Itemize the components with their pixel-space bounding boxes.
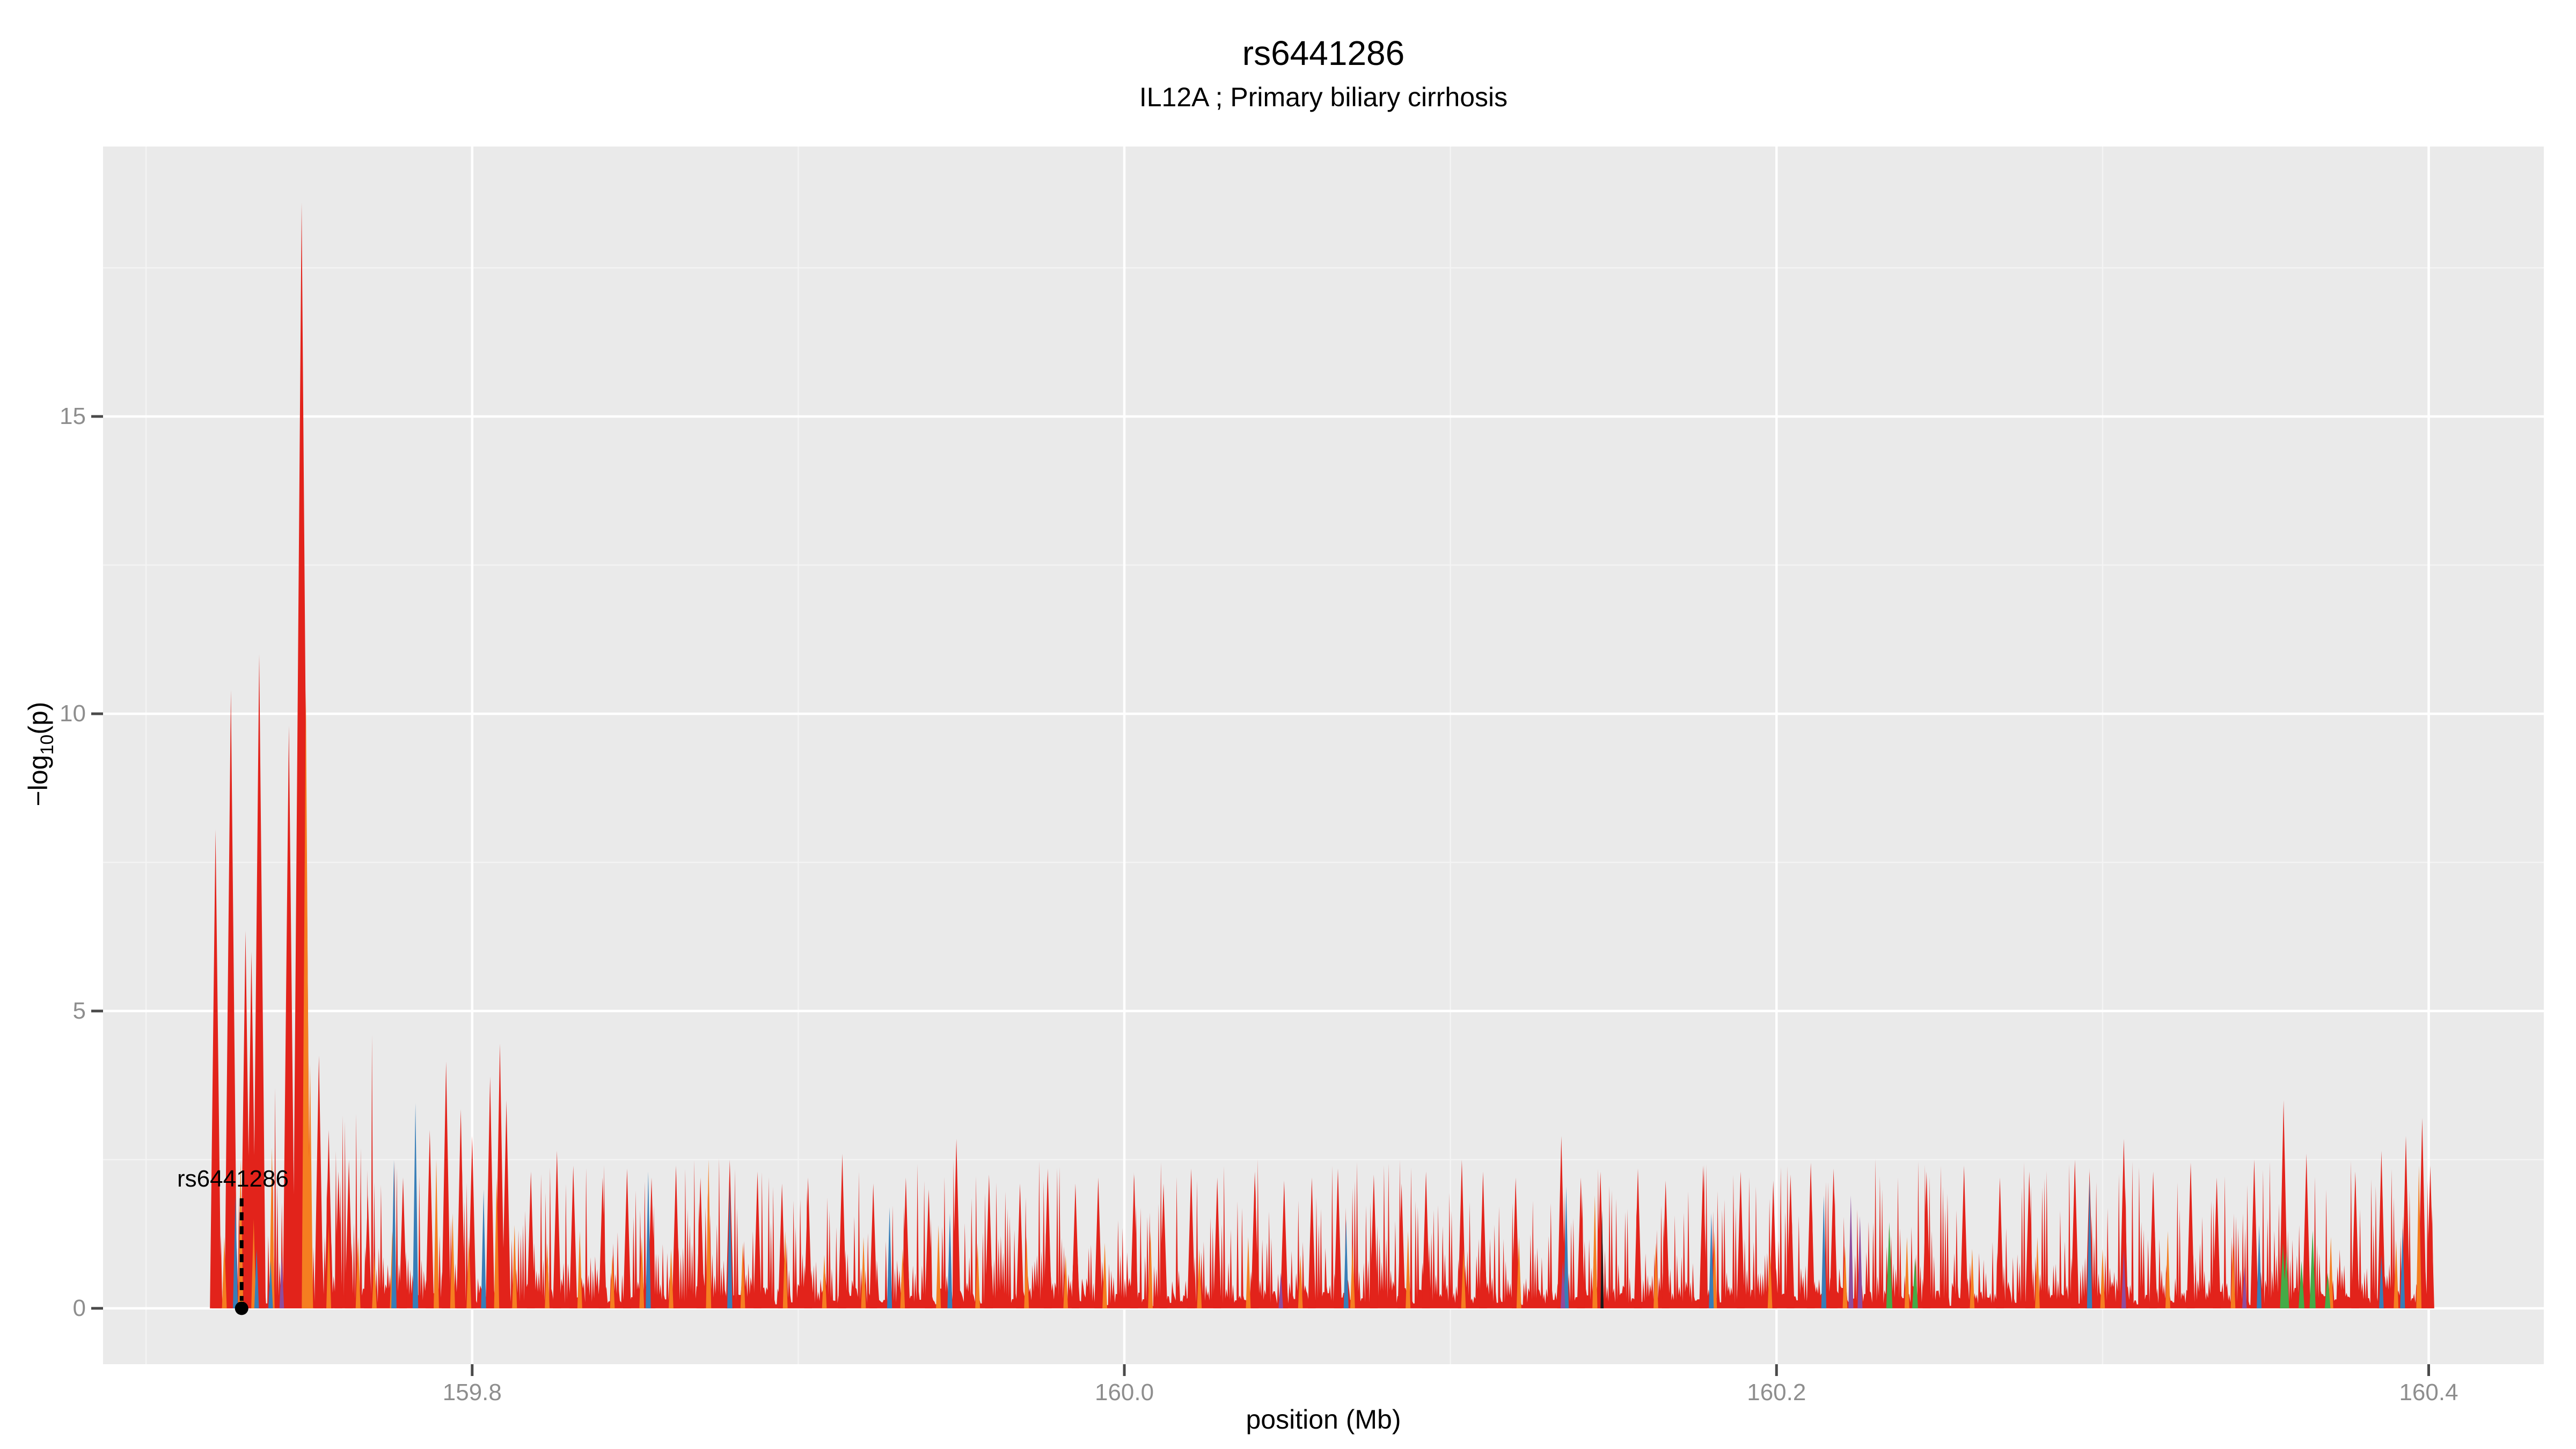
plot-panel [103,147,2544,1364]
axis-ticks-layer [91,415,2431,1376]
snp-point-marker [235,1301,248,1315]
y-tick-label: 0 [72,1294,86,1321]
spikes-green-layer [1886,1222,2331,1308]
spikes-green-layer-path [1886,1222,2331,1308]
x-tick-label: 160.2 [1747,1379,1806,1406]
y-tick-label: 10 [60,700,86,727]
x-axis-title: position (Mb) [1246,1404,1401,1435]
x-tick-label: 159.8 [442,1379,502,1406]
spikes-noise-layer [211,1035,2434,1308]
red-noise-area [211,1035,2434,1308]
y-tick-label: 15 [60,402,86,429]
snp-annotation-layer [235,1198,248,1315]
x-tick-label: 160.0 [1094,1379,1154,1406]
snp-annotation-label: rs6441286 [177,1166,289,1192]
spikes-black-layer [1600,1210,1604,1308]
y-axis-title-prefix: −log [23,755,53,807]
y-axis-title: −log10(p) [23,593,57,915]
plot-subtitle: IL12A ; Primary biliary cirrhosis [1139,82,1508,112]
y-tick-label: 5 [72,997,86,1024]
x-tick-label: 160.4 [2399,1379,2458,1406]
grid-minor-layer [103,147,2544,1364]
y-axis-title-subscript: 10 [37,734,57,755]
spikes-black-layer-path [1600,1210,1604,1308]
plot-title: rs6441286 [1242,34,1405,72]
